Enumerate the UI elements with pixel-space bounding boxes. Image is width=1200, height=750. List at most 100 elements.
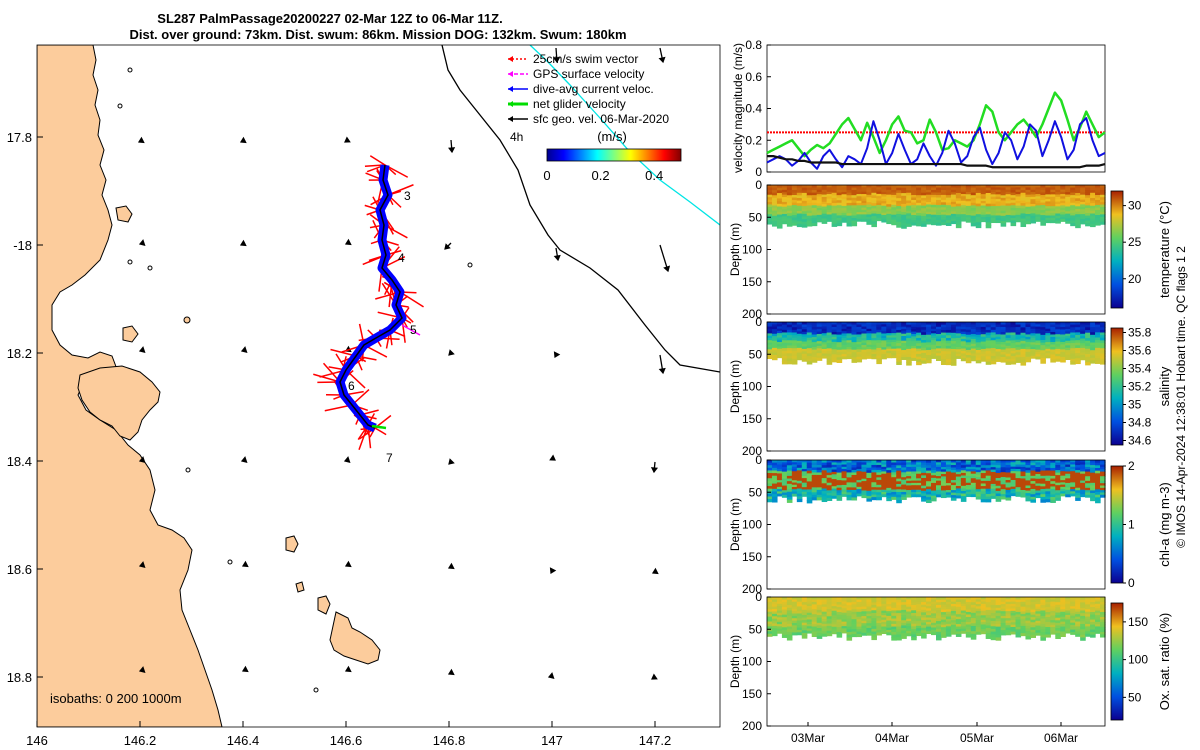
profile-cell [926, 189, 932, 193]
depth-tick-label: 150 [742, 550, 762, 564]
profile-cell [896, 190, 902, 194]
profile-cell [1045, 330, 1051, 334]
profile-cell [781, 466, 788, 470]
profile-cell [781, 185, 788, 189]
profile-cell [836, 207, 843, 211]
profile-cell [826, 337, 833, 342]
profile-cell [916, 609, 922, 613]
profile-cell [861, 625, 868, 629]
profile-cell [990, 623, 997, 627]
profile-cell [1060, 614, 1066, 618]
profile-cell [1055, 470, 1061, 474]
profile-cell [886, 322, 892, 325]
profile-cell [965, 210, 972, 214]
profile-cell [960, 207, 967, 211]
profile-cell [781, 473, 788, 477]
profile-cell [791, 630, 798, 634]
cyan-track [529, 45, 720, 226]
profile-cell [881, 201, 887, 205]
profile-cell [940, 185, 947, 189]
profile-cell [1050, 494, 1056, 498]
profile-cell [1080, 189, 1086, 193]
profile-cell [831, 462, 838, 466]
profile-cell [921, 215, 927, 220]
profile-cell [911, 210, 917, 214]
profile-cell [846, 351, 853, 355]
profile-cell [826, 630, 833, 634]
profile-cell [821, 462, 828, 466]
profile-cell [931, 618, 937, 622]
profile-cell [791, 197, 798, 201]
profile-cell [891, 489, 897, 493]
profile-cell [1015, 359, 1022, 363]
depth-tick-label: 0 [755, 590, 762, 604]
profile-cell [821, 614, 828, 618]
profile-cell [866, 608, 872, 612]
geo-velocity-arrows [137, 47, 671, 680]
profile-cell [771, 623, 778, 627]
profile-cell [841, 196, 848, 200]
profile-cell [816, 353, 823, 357]
profile-cell [876, 327, 882, 331]
profile-cell [876, 615, 882, 619]
profile-cell [1040, 357, 1046, 362]
profile-cell [771, 621, 778, 625]
profile-cell [990, 631, 997, 635]
profile-cell [1075, 597, 1081, 601]
profile-cell [1030, 499, 1037, 503]
profile-cell [791, 335, 798, 339]
profile-cell [871, 203, 877, 207]
profile-cell [1020, 322, 1027, 326]
profile-cell [1070, 356, 1076, 360]
profile-cell [975, 334, 982, 338]
profile-cell [846, 218, 853, 222]
profile-cell [960, 209, 967, 213]
profile-cell [801, 473, 808, 477]
profile-cell [1070, 601, 1076, 605]
profile-cell [1030, 614, 1037, 618]
profile-cell [861, 490, 868, 494]
profile-cell [1000, 486, 1007, 490]
profile-cell [1000, 479, 1007, 483]
profile-cell [931, 601, 937, 605]
profile-cell [931, 340, 937, 344]
profile-cell [1075, 322, 1081, 326]
profile-cell [786, 202, 793, 207]
profile-cell [985, 187, 992, 191]
profile-cell [816, 336, 823, 340]
profile-cell [781, 211, 788, 215]
profile-cell [796, 187, 803, 191]
profile-cell [1010, 631, 1017, 635]
profile-cell [936, 485, 942, 489]
profile-cell [1090, 197, 1096, 202]
profile-cell [911, 478, 917, 482]
profile-cell [1050, 185, 1056, 188]
profile-cell [771, 625, 778, 629]
profile-cell [771, 462, 778, 466]
profile-cell [826, 616, 833, 620]
profile-cell [995, 356, 1002, 360]
profile-cell [816, 630, 823, 634]
colorbar-tick-label: 35.4 [1128, 362, 1152, 376]
profile-cell [871, 482, 877, 486]
profile-cell [916, 489, 922, 493]
map-colorbar-tick: 0.2 [592, 168, 610, 183]
profile-cell [980, 336, 987, 340]
profile-cell [1100, 358, 1106, 362]
profile-cell [931, 465, 937, 469]
profile-cell [1005, 472, 1012, 476]
profile-cell [856, 205, 863, 209]
profile-cell [955, 216, 962, 221]
profile-cell [931, 627, 937, 631]
profile-cell [1010, 327, 1017, 331]
profile-cell [1090, 599, 1096, 603]
profile-cell [1045, 199, 1051, 203]
profile-cell [985, 499, 992, 503]
profile-cell [1085, 330, 1091, 334]
profile-cell [1035, 198, 1041, 202]
profile-cell [965, 621, 972, 626]
profile-cell [826, 361, 833, 365]
profile-cell [970, 190, 977, 194]
profile-cell [1070, 468, 1076, 472]
profile-cell [1075, 614, 1081, 618]
